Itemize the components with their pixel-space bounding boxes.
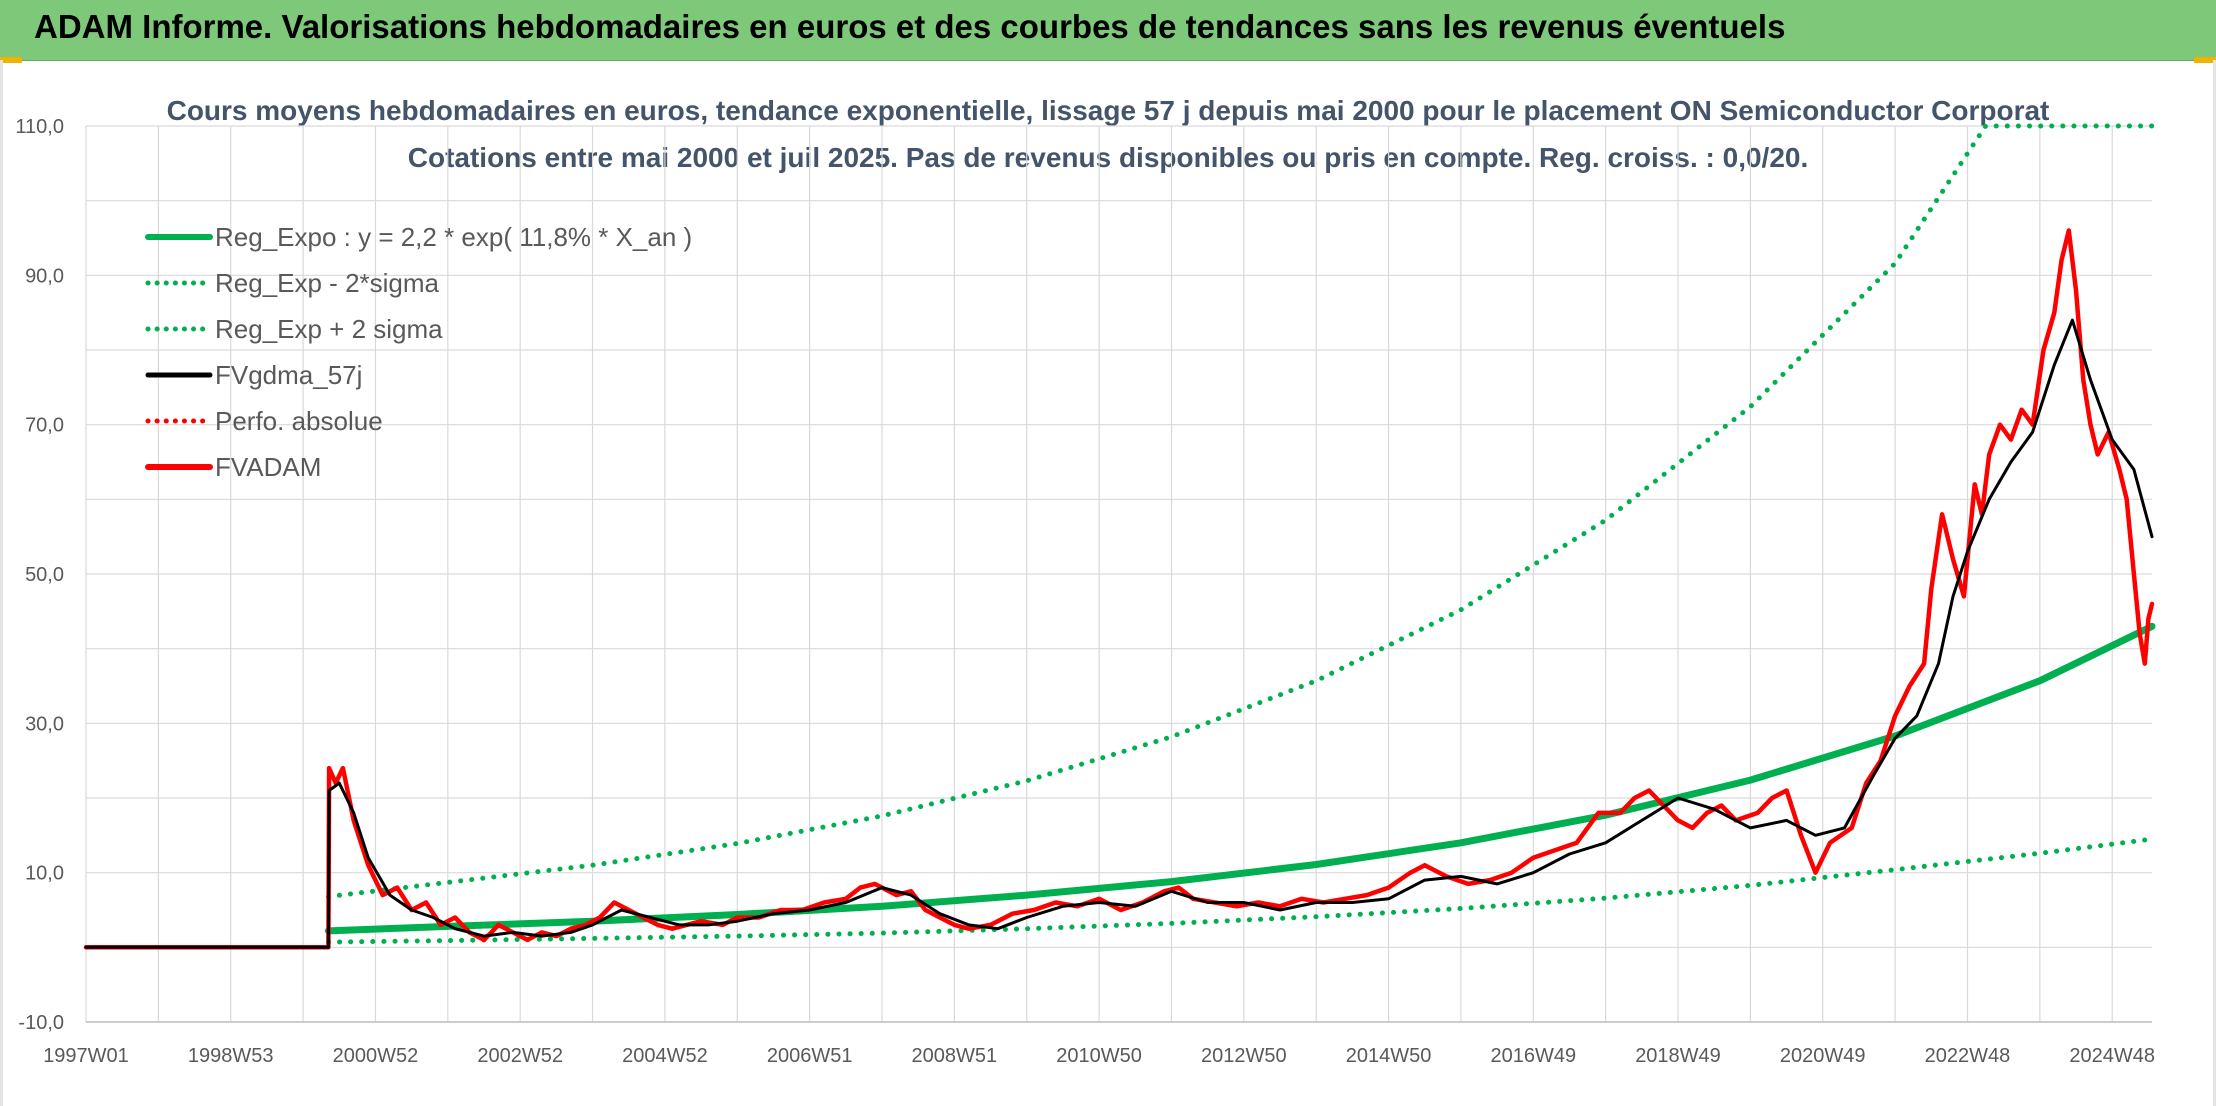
- y-tick-label: 70,0: [25, 415, 64, 437]
- corner-mark-right: [2194, 57, 2216, 63]
- y-tick-label: 10,0: [25, 863, 64, 885]
- x-tick-label: 2022W48: [1925, 1045, 2011, 1067]
- x-tick-label: 2016W49: [1490, 1045, 1576, 1067]
- x-tick-label: 2012W50: [1201, 1045, 1287, 1067]
- series-line-1: [325, 836, 2155, 945]
- y-tick-label: -10,0: [18, 1012, 64, 1034]
- x-tick-label: 2002W52: [477, 1045, 563, 1067]
- series-line-3: [84, 318, 2154, 949]
- legend-label: Reg_Exp + 2 sigma: [215, 314, 443, 344]
- legend-label: Reg_Exp - 2*sigma: [215, 268, 440, 298]
- frame-right: [2213, 60, 2216, 1106]
- report-header: ADAM Informe. Valorisations hebdomadaire…: [0, 0, 2216, 61]
- series-lines: [83, 123, 2156, 950]
- x-tick-label: 2018W49: [1635, 1045, 1721, 1067]
- trend-chart: Cours moyens hebdomadaires en euros, ten…: [15, 95, 2156, 1067]
- x-tick-label: 2004W52: [622, 1045, 708, 1067]
- series-line-0: [324, 622, 2156, 935]
- legend: Reg_Expo : y = 2,2 * exp( 11,8% * X_an )…: [145, 222, 692, 482]
- y-tick-label: 50,0: [25, 564, 64, 586]
- report-title: ADAM Informe. Valorisations hebdomadaire…: [34, 8, 1786, 45]
- legend-label: FVgdma_57j: [215, 360, 362, 390]
- legend-label: FVADAM: [215, 452, 321, 482]
- y-tick-label: 90,0: [25, 265, 64, 287]
- y-tick-label: 110,0: [15, 116, 64, 138]
- legend-label: Reg_Expo : y = 2,2 * exp( 11,8% * X_an ): [215, 222, 692, 252]
- x-tick-label: 2010W50: [1056, 1045, 1142, 1067]
- x-tick-label: 2000W52: [333, 1045, 419, 1067]
- chart-subtitle: Cotations entre mai 2000 et juil 2025. P…: [408, 142, 1809, 173]
- frame-left: [0, 60, 3, 1106]
- corner-mark-left: [0, 57, 22, 63]
- x-axis-ticks: 1997W01 1998W53 2000W52 2002W52 2004W52 2006W…: [43, 1045, 2155, 1067]
- legend-label: Perfo. absolue: [215, 406, 383, 436]
- x-tick-label: 2006W51: [767, 1045, 853, 1067]
- series-line-2: [325, 123, 2155, 900]
- y-tick-label: 30,0: [25, 713, 64, 735]
- x-tick-label: 2014W50: [1346, 1045, 1432, 1067]
- x-tick-label: 1997W01: [43, 1045, 129, 1067]
- x-tick-label: 2024W48: [2069, 1045, 2155, 1067]
- chart-title: Cours moyens hebdomadaires en euros, ten…: [167, 95, 2050, 126]
- y-axis-ticks: 110,0 90,0 70,0 50,0 30,0 10,0 -10,0: [15, 116, 64, 1034]
- x-tick-label: 2020W49: [1780, 1045, 1866, 1067]
- x-tick-label: 1998W53: [188, 1045, 274, 1067]
- x-tick-label: 2008W51: [912, 1045, 998, 1067]
